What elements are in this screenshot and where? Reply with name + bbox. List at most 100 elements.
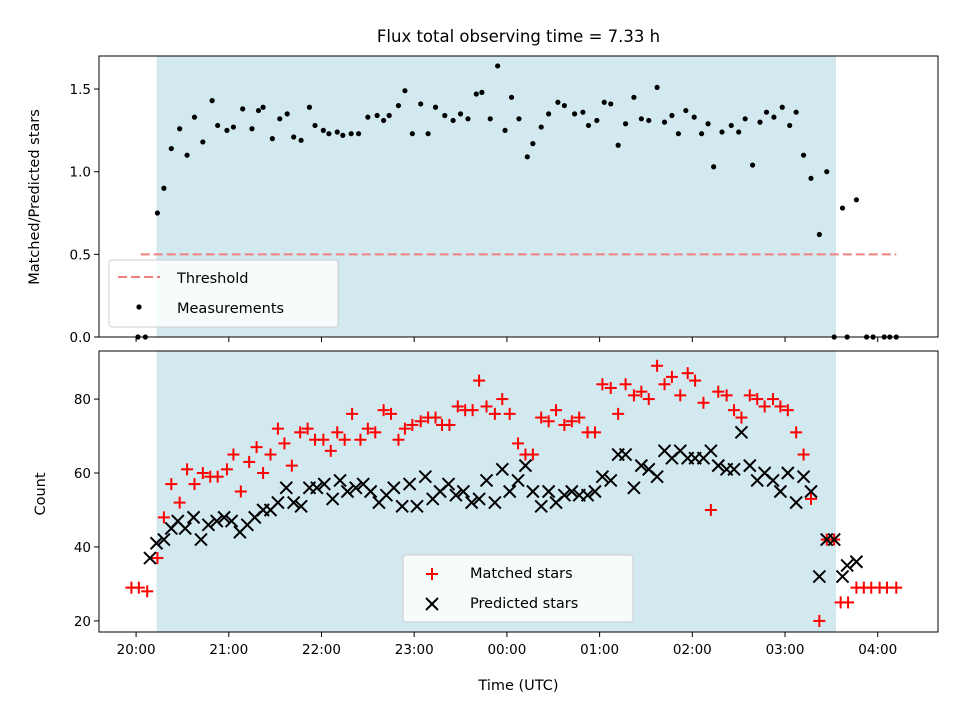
measurement-point	[479, 89, 485, 95]
matched-star-point	[165, 478, 178, 491]
predicted-star-point	[618, 447, 633, 462]
measurement-point	[654, 84, 660, 91]
measurement-point	[260, 104, 266, 110]
legend-measurements-label: Measurements	[177, 301, 284, 317]
measurement-point	[661, 119, 668, 125]
predicted-star-point	[340, 484, 355, 499]
bottom-legend: Matched stars Predicted stars	[402, 554, 634, 623]
matched-star-point	[550, 404, 563, 417]
predicted-star-point	[827, 532, 841, 547]
matched-star-point	[294, 426, 307, 439]
predicted-star-point	[502, 484, 517, 499]
matched-star-point	[451, 400, 464, 413]
predicted-star-point	[449, 488, 463, 502]
measurement-point	[409, 131, 415, 137]
predicted-star-point	[294, 499, 308, 513]
predicted-star-point	[178, 521, 192, 536]
predicted-star-point	[418, 470, 433, 484]
y-tick-label: 0.0	[70, 330, 91, 346]
matched-star-point	[151, 552, 164, 565]
measurement-point	[355, 131, 362, 137]
predicted-star-point	[472, 492, 486, 506]
measurement-point	[224, 127, 230, 133]
predicted-star-point	[488, 495, 502, 510]
matched-star-point	[558, 418, 571, 431]
matched-star-point	[369, 426, 382, 439]
measurement-point	[771, 114, 777, 120]
matched-star-point	[392, 433, 405, 446]
matched-star-point	[665, 370, 678, 383]
matched-star-point	[227, 448, 240, 461]
measurement-point	[473, 91, 479, 97]
matched-star-point	[781, 404, 794, 417]
matched-star-point	[712, 385, 725, 398]
matched-star-point	[398, 422, 411, 435]
matched-star-point	[361, 422, 374, 435]
bottom-panel-frame	[98, 350, 939, 633]
legend-measurements-swatch	[136, 304, 142, 310]
predicted-star-point	[849, 555, 864, 569]
x-tick-label: 01:00	[580, 642, 619, 658]
x-tick-label: 00:00	[487, 642, 526, 658]
y-tick-label: 20	[74, 614, 91, 630]
matched-star-point	[211, 470, 224, 483]
measurement-point	[538, 124, 544, 130]
matched-star-point	[250, 441, 263, 454]
matched-star-point	[196, 467, 209, 480]
predicted-star-point	[286, 495, 301, 510]
top-panel-frame	[98, 55, 939, 338]
measurement-point	[631, 94, 637, 100]
measurement-point	[161, 185, 167, 191]
predicted-star-point	[441, 477, 456, 491]
matched-star-point	[573, 411, 586, 424]
measurement-point	[495, 63, 501, 69]
measurement-point	[334, 129, 340, 135]
legend-matched-swatch	[426, 568, 438, 580]
matched-star-point	[503, 407, 516, 420]
matched-star-point	[354, 433, 367, 446]
matched-star-point	[338, 433, 351, 446]
measurement-point	[465, 116, 471, 122]
legend-predicted-label: Predicted stars	[470, 596, 578, 612]
predicted-star-point	[773, 484, 788, 499]
predicted-star-point	[727, 462, 741, 477]
legend-threshold-label: Threshold	[176, 271, 248, 287]
measurement-point	[580, 109, 586, 115]
predicted-star-point	[711, 458, 725, 473]
matched-star-point	[689, 374, 702, 387]
bottom-panel: 20 40 60 80 20:00 21:00 22:00 23:00 00:00 01:00 02…	[33, 350, 939, 694]
measurement-point	[249, 126, 255, 132]
predicted-star-point	[363, 484, 378, 499]
matched-star-point	[278, 437, 291, 450]
predicted-star-point	[511, 473, 525, 488]
matched-star-point	[766, 393, 779, 406]
x-axis-label: Time (UTC)	[477, 678, 558, 694]
measurement-point	[839, 205, 846, 211]
measurement-point	[683, 107, 689, 114]
x-tick-label: 03:00	[766, 642, 805, 658]
measurement-point	[757, 119, 763, 125]
matched-star-point	[317, 433, 330, 446]
matched-star-point	[346, 407, 359, 420]
measurement-point	[719, 129, 725, 135]
measurement-point	[793, 109, 799, 115]
matched-star-point	[681, 367, 694, 380]
matched-star-point	[612, 407, 625, 420]
matched-star-point	[271, 422, 284, 435]
matched-star-point	[496, 393, 509, 406]
matched-star-point	[414, 415, 427, 428]
measurement-point	[601, 99, 607, 105]
x-tick-label: 04:00	[858, 642, 897, 658]
x-tick-label: 20:00	[117, 642, 156, 658]
measurement-point	[306, 104, 313, 110]
predicted-star-point	[789, 495, 803, 510]
measurement-point	[348, 131, 354, 137]
measurement-point	[787, 122, 793, 129]
predicted-star-point	[217, 510, 231, 525]
top-legend: Threshold Measurements	[108, 259, 339, 328]
predicted-star-point	[734, 425, 749, 440]
matched-star-point	[264, 448, 277, 461]
predicted-star-point	[464, 495, 479, 510]
predicted-star-point	[595, 470, 610, 484]
matched-star-point	[697, 396, 710, 409]
